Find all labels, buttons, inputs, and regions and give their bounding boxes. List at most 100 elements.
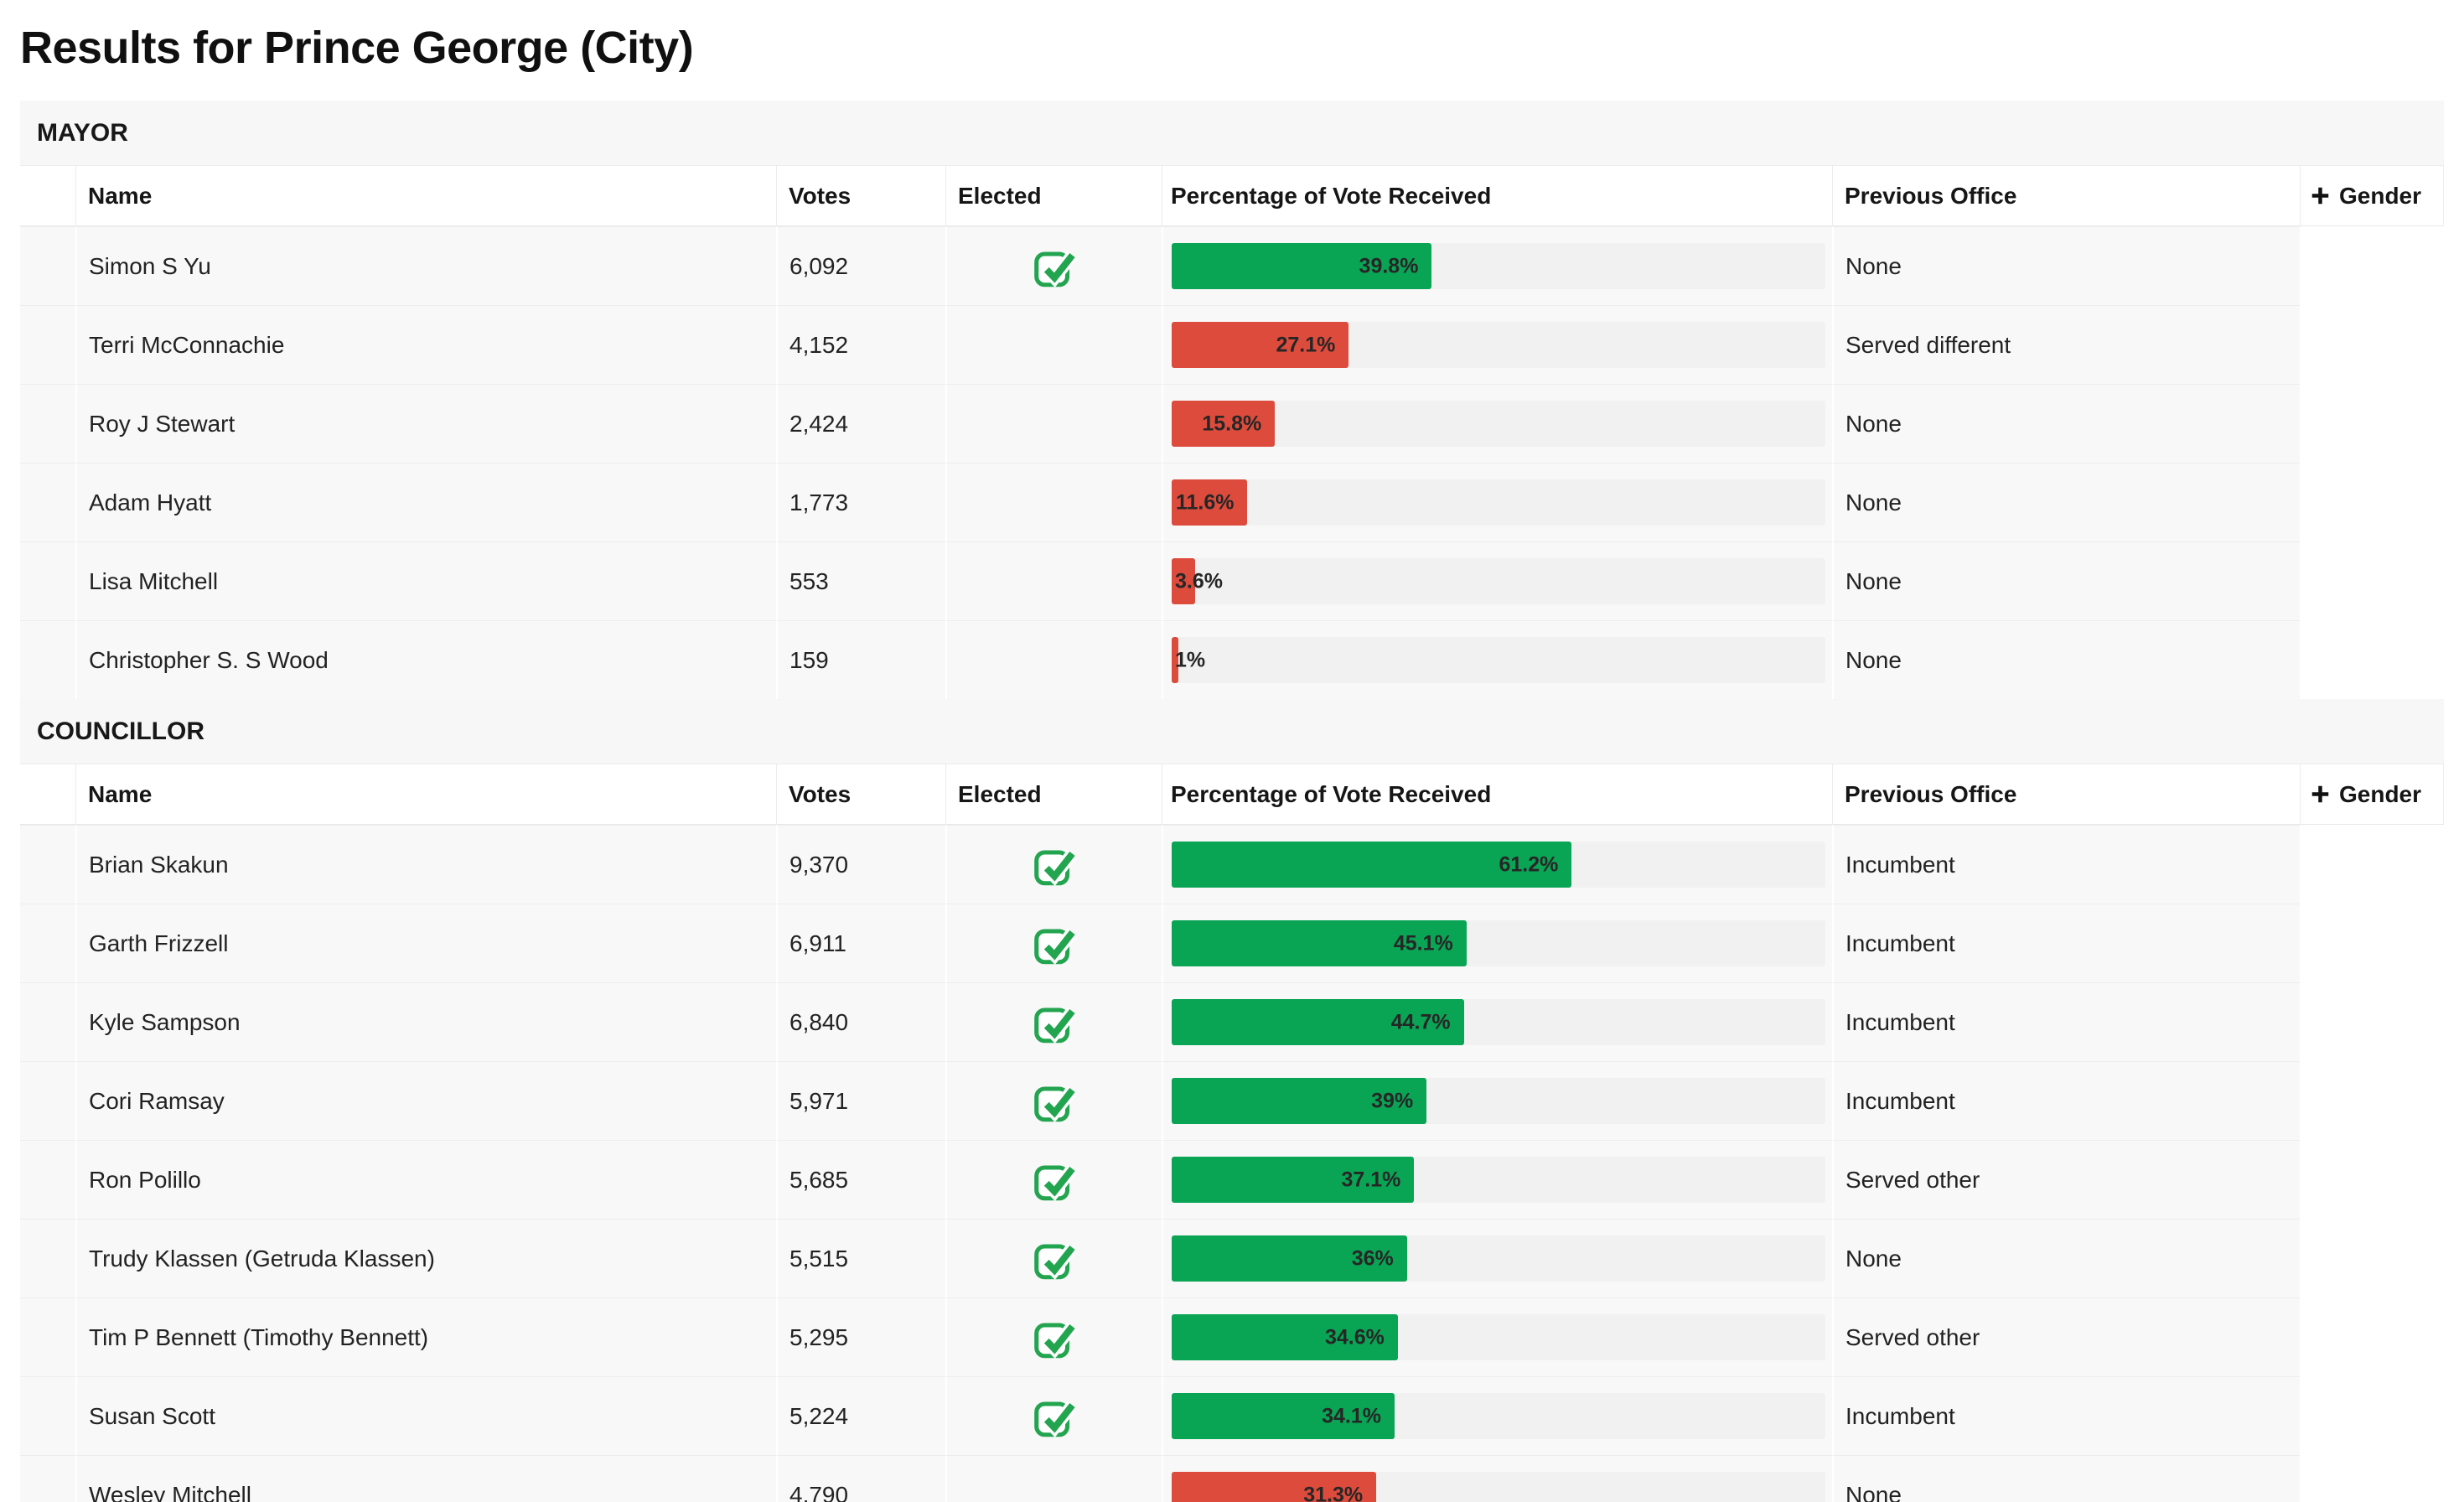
office-section: MAYOR Name Votes Elected Percentage of V… — [20, 101, 2444, 699]
table-row: Cori Ramsay 5,971 39% Incumbent — [20, 1061, 2444, 1140]
table-row: Tim P Bennett (Timothy Bennett) 5,295 34… — [20, 1297, 2444, 1376]
gender-cell — [2300, 1455, 2444, 1502]
column-header-previous-office: Previous Office — [1832, 764, 2300, 824]
vote-percentage-bar — [1172, 637, 1178, 683]
column-header-gender[interactable]: Gender — [2300, 166, 2444, 225]
previous-office: Served other — [1832, 1140, 2300, 1219]
column-header-gender[interactable]: Gender — [2300, 764, 2444, 824]
elected-cell — [945, 1219, 1162, 1297]
percentage-cell: 44.7% — [1162, 982, 1832, 1061]
vote-count: 5,515 — [776, 1219, 945, 1297]
table-row: Garth Frizzell 6,911 45.1% Incumbent — [20, 904, 2444, 982]
table-row: Susan Scott 5,224 34.1% Incumbent — [20, 1376, 2444, 1455]
elected-check-icon — [1031, 1158, 1079, 1203]
gender-cell — [2300, 1219, 2444, 1297]
candidate-name: Cori Ramsay — [75, 1061, 776, 1140]
vote-percentage-bar — [1172, 479, 1248, 526]
candidate-name: Garth Frizzell — [75, 904, 776, 982]
vote-percentage-track: 34.1% — [1172, 1393, 1825, 1439]
previous-office: None — [1832, 463, 2300, 541]
elected-cell — [945, 620, 1162, 699]
elected-cell — [945, 226, 1162, 305]
candidate-name: Simon S Yu — [75, 226, 776, 305]
gender-cell — [2300, 305, 2444, 384]
vote-percentage-label: 37.1% — [1341, 1168, 1401, 1191]
elected-check-icon — [1031, 1394, 1079, 1439]
vote-percentage-label: 39% — [1371, 1089, 1414, 1112]
previous-office: None — [1832, 1455, 2300, 1502]
vote-percentage-label: 34.6% — [1324, 1325, 1385, 1349]
candidate-name: Trudy Klassen (Getruda Klassen) — [75, 1219, 776, 1297]
plus-icon[interactable] — [2309, 184, 2332, 207]
percentage-cell: 61.2% — [1162, 825, 1832, 904]
plus-icon[interactable] — [2309, 783, 2332, 805]
elected-check-icon — [1031, 842, 1079, 888]
column-header-percentage: Percentage of Vote Received — [1162, 166, 1832, 225]
percentage-cell: 1% — [1162, 620, 1832, 699]
column-header-previous-office: Previous Office — [1832, 166, 2300, 225]
vote-count: 5,971 — [776, 1061, 945, 1140]
candidate-name: Lisa Mitchell — [75, 541, 776, 620]
percentage-cell: 27.1% — [1162, 305, 1832, 384]
spacer-cell — [20, 541, 75, 620]
elected-cell — [945, 1061, 1162, 1140]
vote-percentage-label: 45.1% — [1393, 931, 1453, 955]
vote-percentage-track: 34.6% — [1172, 1314, 1825, 1360]
vote-percentage-track: 31.3% — [1172, 1472, 1825, 1502]
table-row: Roy J Stewart 2,424 15.8% None — [20, 384, 2444, 463]
vote-percentage-bar — [1172, 243, 1432, 289]
percentage-cell: 36% — [1162, 1219, 1832, 1297]
previous-office: Served other — [1832, 1297, 2300, 1376]
spacer-cell — [20, 982, 75, 1061]
elected-check-icon — [1031, 244, 1079, 289]
candidate-name: Adam Hyatt — [75, 463, 776, 541]
previous-office: None — [1832, 1219, 2300, 1297]
vote-count: 5,685 — [776, 1140, 945, 1219]
vote-count: 553 — [776, 541, 945, 620]
spacer-cell — [20, 305, 75, 384]
gender-cell — [2300, 1061, 2444, 1140]
elected-cell — [945, 305, 1162, 384]
percentage-cell: 31.3% — [1162, 1455, 1832, 1502]
vote-percentage-track: 36% — [1172, 1235, 1825, 1282]
table-row: Ron Polillo 5,685 37.1% Served other — [20, 1140, 2444, 1219]
percentage-cell: 34.1% — [1162, 1376, 1832, 1455]
vote-count: 4,790 — [776, 1455, 945, 1502]
table-rows: Simon S Yu 6,092 39.8% None Terri McConn… — [20, 226, 2444, 699]
vote-percentage-track: 11.6% — [1172, 479, 1825, 526]
office-section: COUNCILLOR Name Votes Elected Percentage… — [20, 699, 2444, 1502]
candidate-name: Christopher S. S Wood — [75, 620, 776, 699]
vote-percentage-bar — [1172, 999, 1464, 1045]
percentage-cell: 37.1% — [1162, 1140, 1832, 1219]
vote-percentage-label: 1% — [1175, 648, 1206, 671]
previous-office: Incumbent — [1832, 825, 2300, 904]
results-page: Results for Prince George (City) MAYOR N… — [0, 22, 2464, 1502]
previous-office: None — [1832, 620, 2300, 699]
gender-cell — [2300, 982, 2444, 1061]
gender-cell — [2300, 384, 2444, 463]
percentage-cell: 39% — [1162, 1061, 1832, 1140]
vote-percentage-label: 44.7% — [1390, 1010, 1451, 1033]
vote-percentage-bar — [1172, 401, 1276, 447]
vote-percentage-bar — [1172, 322, 1349, 368]
spacer-cell — [20, 1455, 75, 1502]
vote-count: 2,424 — [776, 384, 945, 463]
vote-percentage-label: 11.6% — [1175, 490, 1235, 514]
vote-percentage-label: 3.6% — [1175, 569, 1223, 593]
section-title: MAYOR — [20, 101, 2444, 166]
vote-percentage-label: 15.8% — [1202, 412, 1262, 435]
vote-percentage-bar — [1172, 1472, 1377, 1502]
elected-cell — [945, 825, 1162, 904]
spacer-cell — [20, 226, 75, 305]
table-header-row: Name Votes Elected Percentage of Vote Re… — [20, 166, 2444, 226]
vote-count: 1,773 — [776, 463, 945, 541]
gender-cell — [2300, 226, 2444, 305]
table-header-row: Name Votes Elected Percentage of Vote Re… — [20, 764, 2444, 825]
vote-percentage-bar — [1172, 1314, 1398, 1360]
candidate-name: Terri McConnachie — [75, 305, 776, 384]
table-row: Trudy Klassen (Getruda Klassen) 5,515 36… — [20, 1219, 2444, 1297]
vote-percentage-label: 36% — [1351, 1246, 1394, 1270]
elected-cell — [945, 463, 1162, 541]
column-header-gender-label: Gender — [2339, 780, 2422, 807]
spacer-header-cell — [20, 166, 75, 225]
